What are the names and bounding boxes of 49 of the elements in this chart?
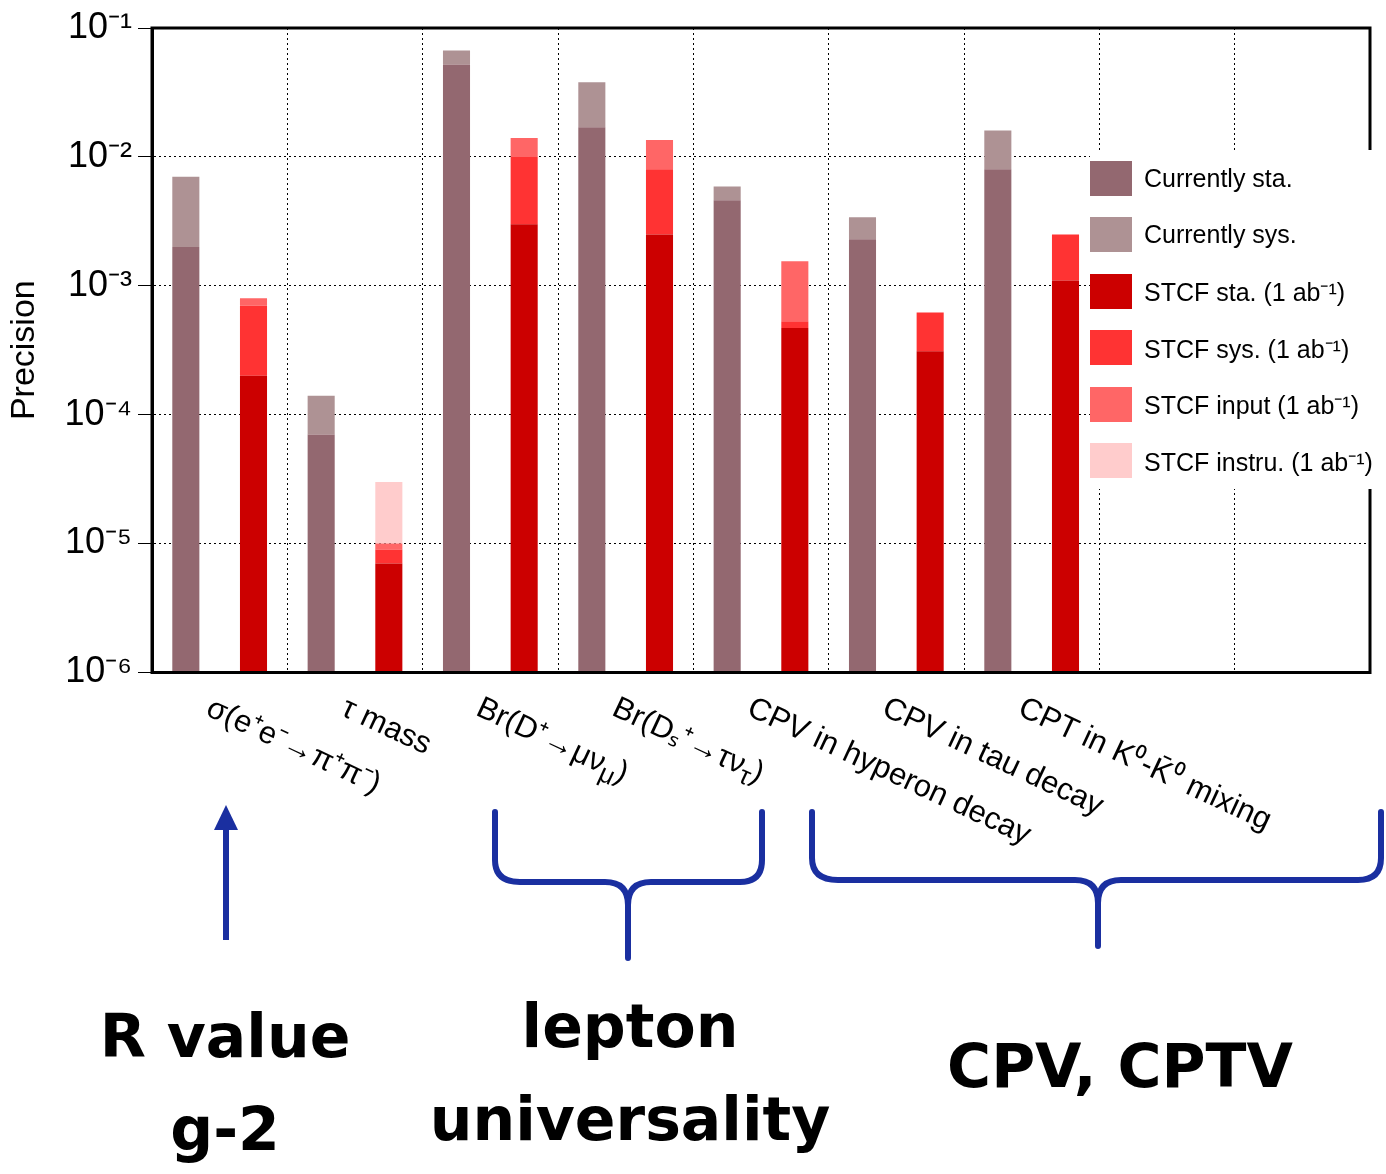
bar [916,351,944,673]
y-tick-label: 10⁻³ [67,262,133,304]
bar [848,239,877,673]
y-tick-label: 10⁻² [67,133,133,175]
y-tick-label: 10⁻⁵ [65,520,132,562]
bar [510,224,538,673]
legend-label: STCF instru. (1 ab⁻¹) [1144,446,1373,478]
y-tick-label: 10⁻⁴ [64,391,132,433]
bar [510,156,538,225]
legend-label: Currently sys. [1144,220,1297,250]
bar [848,217,877,240]
bar [578,127,606,673]
bar [578,82,606,128]
legend-label: STCF sys. (1 ab⁻¹) [1144,333,1350,365]
bar [984,169,1012,673]
bar [442,50,471,65]
bar [781,261,809,322]
y-tick-label: 10⁻⁶ [65,649,132,691]
bar [645,169,674,235]
bar [1051,280,1080,673]
bar [1051,234,1080,281]
bar [916,312,944,352]
bar [172,176,200,247]
text: CPV, CPTV [946,1030,1294,1103]
text: R value g-2 [98,1000,352,1166]
bar [645,234,674,673]
bar [713,200,741,673]
legend-label: Currently sta. [1144,163,1293,193]
bar [781,328,809,673]
bar [307,434,335,673]
bar [375,482,403,544]
bar [239,375,268,673]
y-axis-title: Precision [2,280,41,421]
bar [239,305,268,376]
y-tick-label: 10⁻¹ [67,4,133,46]
bar [645,140,674,170]
legend-label: STCF sta. (1 ab⁻¹) [1144,277,1346,309]
bar [172,246,200,673]
bar [713,186,741,201]
bar [375,549,403,564]
bar [442,64,471,673]
bar [239,298,268,306]
bar [307,395,335,435]
bar [781,321,809,329]
bar [375,563,403,673]
bar [510,138,538,157]
legend-label: STCF input (1 ab⁻¹) [1144,390,1360,422]
bar [984,130,1012,170]
text: lepton universality [428,990,832,1156]
